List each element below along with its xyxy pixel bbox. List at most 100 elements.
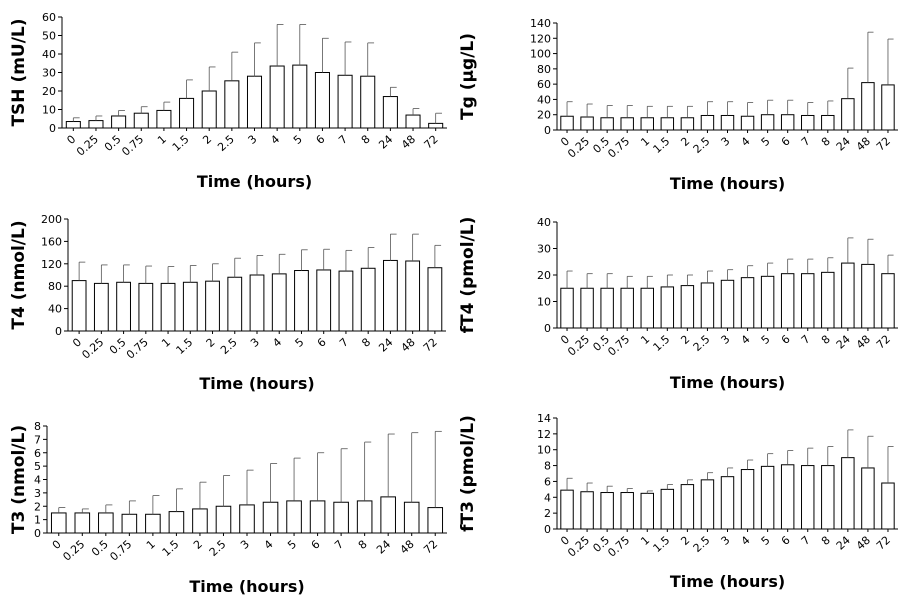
x-axis-title: Time (hours) [670, 572, 785, 591]
x-tick-label: 48 [854, 135, 873, 154]
x-tick-label: 1 [155, 133, 169, 147]
y-tick-label: 160 [41, 235, 62, 248]
bar [310, 501, 325, 533]
bar [134, 113, 148, 128]
y-tick-label: 14 [537, 412, 551, 425]
x-tick-label: 6 [314, 133, 328, 147]
x-tick-label: 7 [332, 538, 346, 552]
y-tick-label: 100 [530, 48, 551, 61]
bar [429, 123, 443, 128]
x-tick-label: 0.75 [605, 333, 632, 359]
x-tick-label: 6 [779, 534, 793, 548]
x-tick-label: 3 [248, 336, 262, 350]
bar [761, 466, 773, 529]
bar [721, 280, 733, 328]
y-tick-label: 12 [537, 428, 551, 441]
x-tick-label: 7 [336, 133, 350, 147]
bar [122, 514, 137, 533]
y-axis-title: T3 (nmol/L) [9, 425, 29, 534]
bar [75, 513, 90, 533]
y-tick-label: 3 [34, 487, 41, 500]
x-tick-label: 0 [50, 538, 64, 552]
x-tick-label: 24 [376, 133, 395, 152]
y-tick-label: 10 [537, 444, 551, 457]
x-tick-label: 6 [309, 538, 323, 552]
bar [561, 490, 573, 529]
y-tick-label: 1 [34, 514, 41, 527]
bar [681, 118, 693, 130]
bar [228, 277, 242, 331]
x-tick-label: 0.75 [605, 534, 632, 560]
y-tick-label: 60 [42, 11, 56, 24]
x-tick-label: 48 [854, 333, 873, 352]
x-tick-label: 1.5 [170, 133, 192, 154]
bar [406, 115, 420, 128]
x-tick-label: 4 [262, 538, 276, 552]
bar [240, 505, 255, 533]
x-tick-label: 5 [759, 534, 773, 548]
x-tick-label: 5 [293, 336, 307, 350]
y-tick-label: 120 [41, 258, 62, 271]
x-tick-label: 2.5 [207, 538, 229, 559]
y-tick-label: 4 [544, 491, 551, 504]
bar [882, 85, 894, 130]
bar [317, 270, 331, 331]
bar [315, 73, 329, 129]
x-axis-title: Time (hours) [197, 172, 312, 191]
bar [183, 282, 197, 331]
bar [381, 497, 396, 533]
y-tick-label: 80 [537, 63, 551, 76]
bar [334, 502, 349, 533]
y-axis-title: T4 (nmol/L) [9, 220, 29, 329]
bar [263, 502, 278, 533]
x-tick-label: 1.5 [174, 336, 196, 357]
y-tick-label: 30 [42, 67, 56, 80]
bar [293, 65, 307, 128]
x-tick-label: 7 [799, 534, 813, 548]
x-tick-label: 7 [799, 333, 813, 347]
x-tick-label: 3 [246, 133, 260, 147]
x-tick-label: 2.5 [215, 133, 237, 154]
x-tick-label: 8 [819, 534, 833, 548]
bar [741, 116, 753, 130]
y-tick-label: 5 [34, 460, 41, 473]
x-tick-label: 72 [874, 333, 893, 352]
y-tick-label: 40 [48, 303, 62, 316]
x-tick-label: 48 [399, 336, 418, 355]
x-tick-label: 5 [759, 333, 773, 347]
y-tick-label: 0 [544, 322, 551, 335]
x-tick-label: 72 [422, 133, 441, 152]
y-tick-label: 8 [544, 460, 551, 473]
x-tick-label: 4 [268, 133, 282, 147]
bar [139, 283, 153, 331]
x-axis-title: Time (hours) [199, 374, 314, 393]
y-tick-label: 10 [537, 296, 551, 309]
x-tick-label: 2.5 [691, 534, 713, 555]
bar [721, 477, 733, 529]
bar [428, 508, 443, 533]
x-tick-label: 0.75 [124, 336, 151, 362]
x-tick-label: 24 [834, 135, 853, 154]
bar [225, 81, 239, 128]
bar [338, 75, 352, 128]
bar [384, 260, 398, 331]
y-tick-label: 6 [544, 475, 551, 488]
bar [621, 118, 633, 130]
x-tick-label: 3 [719, 333, 733, 347]
y-tick-label: 20 [537, 109, 551, 122]
y-tick-label: 60 [537, 78, 551, 91]
y-tick-label: 30 [537, 243, 551, 256]
bar [157, 110, 171, 128]
y-tick-label: 0 [49, 122, 56, 135]
y-tick-label: 0 [544, 523, 551, 536]
bar [112, 116, 126, 128]
y-tick-label: 4 [34, 474, 41, 487]
bar [361, 268, 375, 331]
bar [741, 470, 753, 529]
x-tick-label: 24 [834, 534, 853, 553]
y-tick-label: 20 [537, 269, 551, 282]
bar [72, 281, 86, 331]
x-tick-label: 1.5 [160, 538, 182, 559]
